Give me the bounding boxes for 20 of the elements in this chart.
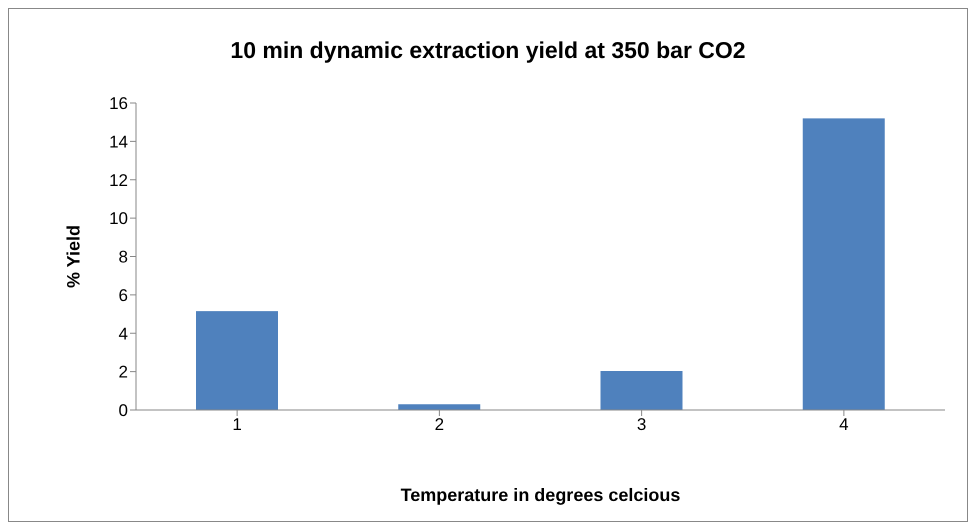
y-tick-label: 8 — [118, 248, 128, 267]
bar — [398, 404, 480, 410]
x-tick-label: 1 — [232, 415, 242, 434]
y-axis-title: % Yield — [63, 224, 84, 288]
y-tick-label: 10 — [109, 209, 128, 228]
y-tick-label: 14 — [109, 132, 128, 152]
y-tick-label: 0 — [118, 401, 128, 420]
bar — [196, 311, 278, 410]
chart-title: 10 min dynamic extraction yield at 350 bar CO2 — [229, 37, 747, 64]
y-tick-label: 4 — [118, 324, 128, 344]
bar — [600, 371, 682, 410]
x-axis-title: Temperature in degrees celcious — [400, 485, 680, 505]
y-tick-label: 16 — [109, 94, 128, 114]
x-tick-label: 4 — [839, 415, 849, 434]
bar — [802, 118, 885, 410]
y-tick-label: 12 — [109, 170, 128, 190]
y-tick-label: 2 — [118, 362, 128, 382]
x-tick-label: 3 — [636, 415, 646, 434]
y-tick-label: 6 — [118, 286, 128, 305]
x-tick-label: 2 — [434, 415, 444, 434]
